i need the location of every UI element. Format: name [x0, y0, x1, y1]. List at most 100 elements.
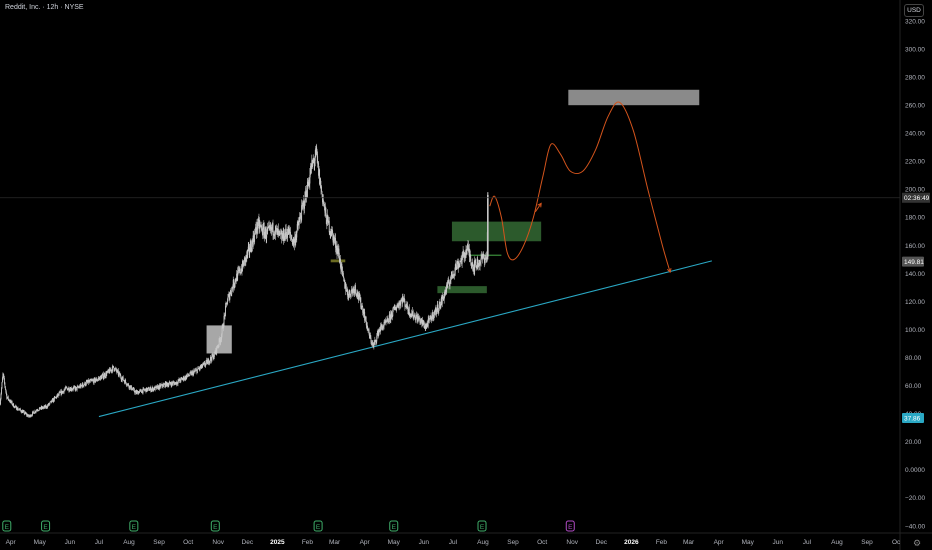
time-axis[interactable]: Apr May Jun Jul Aug Sep Oct Nov Dec 2025 Feb Mar Apr… — [6, 539, 901, 546]
earnings-icon[interactable] — [129, 520, 139, 532]
candle-body — [394, 307, 396, 309]
price-zone[interactable] — [330, 259, 346, 263]
candle-body — [113, 365, 114, 368]
candle-body — [368, 329, 369, 330]
candle-body — [294, 236, 296, 244]
earnings-icon[interactable] — [313, 520, 323, 532]
candle-body — [333, 236, 335, 243]
earnings-icon[interactable] — [565, 520, 575, 532]
candle-body — [86, 380, 88, 383]
candle-body — [451, 271, 452, 277]
candle-body — [202, 363, 204, 367]
candle-body — [8, 399, 10, 401]
candle-body — [242, 261, 244, 266]
candle-body — [49, 401, 51, 403]
candle-body — [386, 319, 388, 322]
candle-body — [267, 228, 269, 231]
candle-body — [163, 383, 165, 385]
candle-body — [380, 325, 382, 332]
candle-body — [380, 325, 382, 327]
candle-body — [224, 314, 225, 316]
earnings-letter: E — [392, 524, 397, 531]
time-tick-label: Oct — [537, 539, 547, 546]
candle-body — [315, 147, 317, 149]
candle-body — [104, 374, 106, 378]
candle-body — [461, 258, 463, 264]
candle-body — [299, 217, 301, 221]
candle-body — [382, 326, 384, 330]
candle-body — [230, 291, 232, 294]
trendline-segment[interactable] — [98, 260, 712, 418]
candle-body — [44, 405, 46, 408]
candle-body — [54, 397, 56, 398]
candle-body — [181, 378, 183, 380]
candle-body — [370, 337, 372, 343]
candle-body — [64, 388, 66, 390]
price-zone[interactable] — [437, 286, 487, 294]
candle-body — [107, 369, 109, 372]
candle-body — [340, 267, 342, 271]
candle-body — [252, 235, 254, 247]
price-axis[interactable]: 320.00 300.00 280.00 260.00 240.00 220.00 200.… — [902, 18, 925, 530]
earnings-icon[interactable] — [477, 520, 487, 532]
candle-body — [404, 305, 406, 307]
candle-body — [366, 325, 368, 328]
price-zone[interactable] — [568, 89, 700, 106]
candle-body — [31, 415, 33, 416]
candle-body — [76, 386, 78, 390]
candle-body — [468, 248, 470, 258]
candle-body — [26, 413, 28, 416]
candle-body — [415, 319, 417, 321]
candle-body — [65, 386, 67, 388]
candle-body — [170, 383, 172, 385]
candle-body — [168, 382, 170, 385]
projection-curve[interactable] — [489, 101, 671, 273]
candle-body — [295, 236, 297, 244]
candle-body — [98, 377, 100, 379]
candle-body — [310, 163, 312, 174]
candle-body — [191, 372, 192, 375]
symbol-title[interactable]: Reddit, Inc. · 12h · NYSE — [5, 4, 84, 11]
time-tick-label: Nov — [566, 539, 578, 546]
candle-body — [20, 411, 22, 413]
candle-body — [58, 393, 60, 395]
earnings-icon[interactable] — [210, 520, 220, 532]
candle-body — [446, 284, 448, 288]
candle-body — [250, 250, 252, 252]
candle-body — [241, 268, 243, 272]
candle-body — [215, 348, 217, 354]
candle-body — [68, 390, 70, 392]
projection[interactable] — [489, 101, 672, 274]
candle-body — [270, 225, 272, 229]
earnings-icon[interactable] — [389, 520, 399, 532]
candle-body — [352, 288, 354, 293]
trendline[interactable] — [98, 260, 712, 418]
candle-body — [194, 370, 195, 372]
candle-body — [43, 406, 45, 408]
currency-button[interactable]: USD — [904, 4, 924, 17]
candle-body — [246, 252, 248, 255]
candle-body — [80, 384, 82, 386]
candle-body — [25, 412, 27, 414]
candle-body — [103, 374, 105, 377]
candle-body — [36, 409, 38, 411]
candle-body — [190, 371, 192, 373]
earnings-icon[interactable] — [41, 520, 51, 532]
candle-body — [447, 281, 449, 288]
candle-body — [92, 380, 94, 381]
candle-body — [483, 254, 485, 258]
candle-body — [216, 346, 218, 348]
candle-body — [444, 291, 446, 296]
gear-icon[interactable]: ⚙ — [912, 538, 922, 548]
candle-body — [338, 256, 340, 263]
candle-body — [420, 319, 422, 320]
candle-body — [422, 324, 424, 325]
candle-body — [282, 235, 284, 238]
candle-body — [370, 335, 371, 338]
candle-body — [164, 382, 166, 387]
candle-body — [416, 315, 417, 317]
price-zone[interactable] — [451, 221, 542, 242]
earnings-icon[interactable] — [2, 520, 12, 532]
candle-body — [179, 378, 181, 381]
